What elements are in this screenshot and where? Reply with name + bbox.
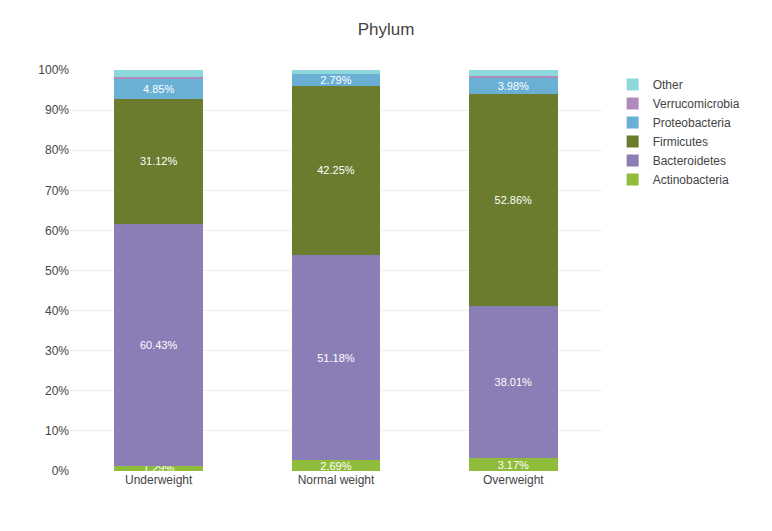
svg-text:Underweight: Underweight [125,473,193,487]
svg-text:2.79%: 2.79% [320,74,351,86]
svg-text:38.01%: 38.01% [495,376,533,388]
svg-text:10%: 10% [45,424,69,438]
svg-text:100%: 100% [38,63,69,77]
svg-text:51.18%: 51.18% [317,352,355,364]
svg-text:Phylum: Phylum [358,20,415,39]
svg-text:31.12%: 31.12% [140,155,178,167]
svg-text:Bacteroidetes: Bacteroidetes [653,154,726,168]
svg-text:Verrucomicrobia: Verrucomicrobia [653,97,740,111]
svg-text:2.69%: 2.69% [320,460,351,472]
svg-text:40%: 40% [45,304,69,318]
svg-text:30%: 30% [45,344,69,358]
svg-text:1.29%: 1.29% [143,462,174,474]
svg-text:Other: Other [653,78,683,92]
svg-text:50%: 50% [45,264,69,278]
svg-text:Normal weight: Normal weight [298,473,375,487]
svg-text:Overweight: Overweight [483,473,544,487]
svg-text:0%: 0% [52,464,70,478]
svg-text:60.43%: 60.43% [140,339,178,351]
svg-text:Firmicutes: Firmicutes [653,135,708,149]
svg-text:4.85%: 4.85% [143,83,174,95]
svg-text:90%: 90% [45,103,69,117]
svg-text:Actinobacteria: Actinobacteria [653,173,729,187]
svg-text:52.86%: 52.86% [495,194,533,206]
svg-text:80%: 80% [45,143,69,157]
svg-text:42.25%: 42.25% [317,164,355,176]
svg-text:60%: 60% [45,224,69,238]
svg-text:3.98%: 3.98% [498,80,529,92]
svg-text:70%: 70% [45,184,69,198]
svg-text:Proteobacteria: Proteobacteria [653,116,731,130]
svg-text:3.17%: 3.17% [498,459,529,471]
svg-text:20%: 20% [45,384,69,398]
